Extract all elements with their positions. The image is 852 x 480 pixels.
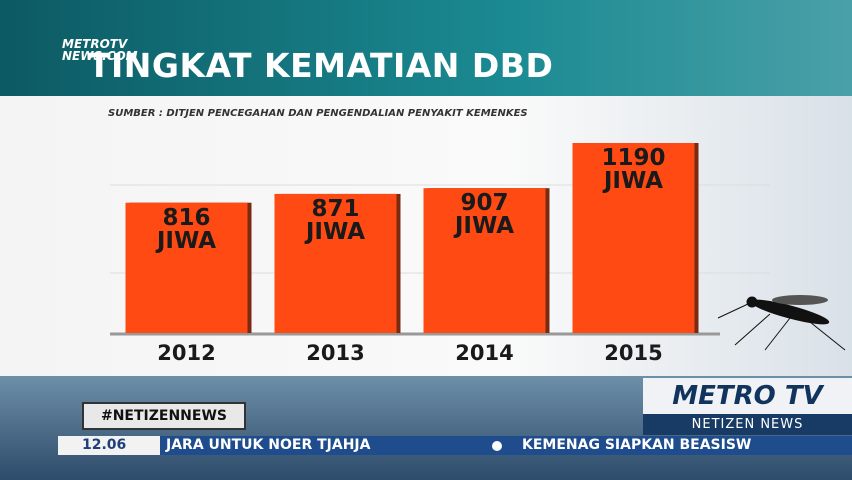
x-tick-label: 2012 xyxy=(157,341,216,365)
x-tick-label: 2015 xyxy=(604,341,663,365)
bar xyxy=(423,188,546,333)
value-label: 816 JIWA xyxy=(156,204,217,254)
x-tick-label: 2014 xyxy=(455,341,514,365)
ticker-text: KEMENAG SIAPKAN BEASISW xyxy=(522,437,752,453)
value-label: 871 JIWA xyxy=(305,195,366,245)
bar xyxy=(125,202,248,333)
x-tick-label: 2013 xyxy=(306,341,365,365)
logo: METROTV NEWS.COM xyxy=(62,37,138,63)
ticker-dot xyxy=(492,441,502,451)
source: SUMBER : DITJEN PENCEGAHAN DAN PENGENDAL… xyxy=(108,108,528,119)
program-name: NETIZEN NEWS xyxy=(643,414,852,435)
ticker-text: JARA UNTUK NOER TJAHJA xyxy=(166,437,371,453)
ticker-bar xyxy=(58,436,852,455)
hashtag: #NETIZENNEWS xyxy=(82,402,246,430)
bar xyxy=(274,193,397,333)
header-band xyxy=(0,0,852,96)
channel-logo: METRO TV xyxy=(643,378,852,414)
bar xyxy=(572,143,695,333)
mosquito xyxy=(717,295,846,351)
value-label: 1190 JIWA xyxy=(601,145,666,194)
chart-title: TINGKAT KEMATIAN DBD xyxy=(88,46,554,85)
value-label: 907 JIWA xyxy=(454,190,515,240)
clock: 12.06 xyxy=(58,436,160,455)
chart xyxy=(110,143,846,351)
